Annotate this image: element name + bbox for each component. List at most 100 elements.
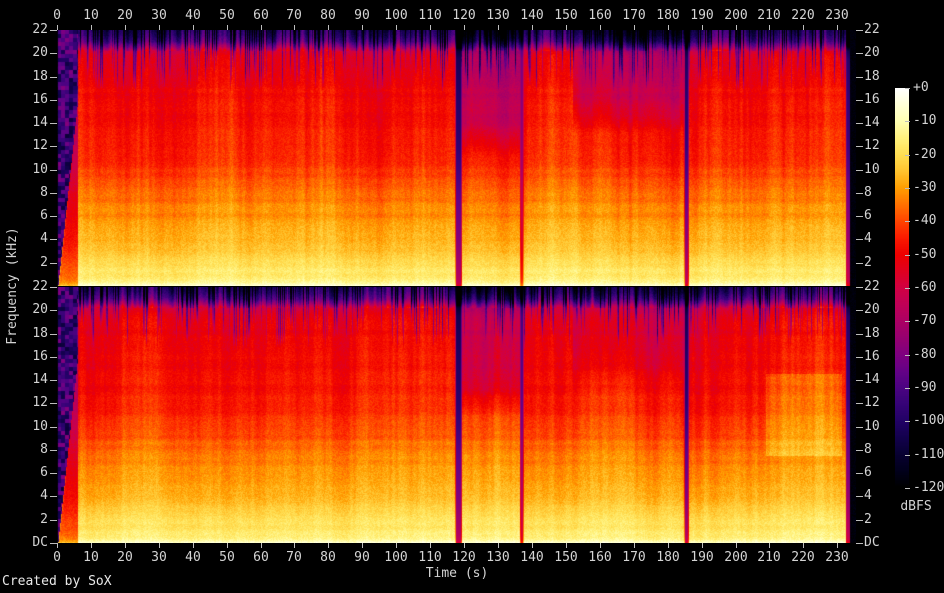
frequency-tick (50, 496, 57, 497)
frequency-tick (50, 216, 57, 217)
frequency-tick-label: 18 (864, 326, 880, 341)
time-tick (464, 25, 465, 30)
time-tick (736, 25, 737, 30)
time-tick-label: 170 (622, 8, 646, 23)
time-tick (362, 543, 363, 548)
time-tick (362, 25, 363, 30)
frequency-tick (50, 170, 57, 171)
time-tick-label: 80 (320, 550, 336, 565)
colorbar-tick-label: -50 (913, 247, 937, 262)
time-tick (600, 543, 601, 548)
time-tick (193, 543, 194, 548)
frequency-tick-label: 6 (864, 465, 872, 480)
frequency-tick (50, 77, 57, 78)
frequency-tick (856, 287, 863, 288)
frequency-tick (50, 53, 57, 54)
colorbar-tick (905, 321, 910, 322)
colorbar-tick-label: -80 (913, 347, 937, 362)
frequency-tick (50, 357, 57, 358)
frequency-tick-label: 10 (864, 162, 880, 177)
time-tick (125, 25, 126, 30)
time-tick-label: 90 (354, 8, 370, 23)
frequency-tick (856, 263, 863, 264)
time-tick-label: 130 (486, 8, 510, 23)
time-tick-label: 110 (418, 550, 442, 565)
time-tick-label: 100 (384, 8, 408, 23)
frequency-tick-label: 20 (32, 45, 48, 60)
time-tick (430, 543, 431, 548)
time-tick-label: 60 (253, 550, 269, 565)
colorbar-title: dBFS (900, 499, 932, 514)
time-tick-label: 210 (757, 550, 781, 565)
time-tick (498, 25, 499, 30)
frequency-tick (50, 450, 57, 451)
frequency-tick (50, 334, 57, 335)
time-tick-label: 170 (622, 550, 646, 565)
frequency-tick-label: 8 (864, 185, 872, 200)
frequency-tick (856, 100, 863, 101)
frequency-tick (856, 77, 863, 78)
time-tick (498, 543, 499, 548)
time-tick-label: 140 (520, 8, 544, 23)
time-tick-label: 20 (117, 8, 133, 23)
frequency-tick-label: 22 (32, 22, 48, 37)
time-tick-label: 0 (53, 8, 61, 23)
frequency-tick-label: 14 (32, 115, 48, 130)
time-tick-label: 80 (320, 8, 336, 23)
frequency-tick-label: 12 (32, 138, 48, 153)
colorbar-tick (905, 255, 910, 256)
frequency-tick (856, 216, 863, 217)
frequency-tick-label: 14 (864, 372, 880, 387)
frequency-tick (856, 473, 863, 474)
time-tick-label: 40 (185, 8, 201, 23)
time-tick (702, 25, 703, 30)
frequency-tick-label: 2 (40, 512, 48, 527)
time-tick (566, 543, 567, 548)
frequency-tick (50, 100, 57, 101)
colorbar-tick (905, 355, 910, 356)
frequency-tick (856, 357, 863, 358)
colorbar-tick-label: -100 (913, 413, 944, 428)
frequency-tick (50, 123, 57, 124)
time-tick (328, 25, 329, 30)
frequency-tick (856, 520, 863, 521)
time-axis-title: Time (s) (425, 566, 489, 581)
time-tick (159, 25, 160, 30)
spectrogram-channel-1 (57, 30, 856, 286)
time-tick-label: 50 (219, 550, 235, 565)
frequency-tick (50, 403, 57, 404)
frequency-tick (50, 239, 57, 240)
frequency-tick-label: 16 (32, 92, 48, 107)
time-tick (193, 25, 194, 30)
frequency-tick (856, 450, 863, 451)
time-tick-label: 140 (520, 550, 544, 565)
time-tick-label: 10 (83, 8, 99, 23)
time-tick (769, 543, 770, 548)
colorbar-tick-label: -30 (913, 180, 937, 195)
time-tick (396, 25, 397, 30)
frequency-tick-label: 18 (864, 69, 880, 84)
frequency-tick-label: 12 (864, 395, 880, 410)
frequency-tick (50, 520, 57, 521)
time-tick (837, 543, 838, 548)
time-tick-label: 90 (354, 550, 370, 565)
frequency-tick-label: 22 (864, 279, 880, 294)
frequency-tick (856, 334, 863, 335)
frequency-tick (50, 543, 57, 544)
time-tick (159, 543, 160, 548)
colorbar-tick-label: -40 (913, 213, 937, 228)
time-tick-label: 190 (690, 8, 714, 23)
colorbar-tick (905, 455, 910, 456)
frequency-tick (856, 170, 863, 171)
frequency-tick-label: 4 (40, 488, 48, 503)
time-tick (532, 25, 533, 30)
frequency-tick-label: 18 (32, 69, 48, 84)
frequency-tick-label: 12 (32, 395, 48, 410)
frequency-tick (50, 146, 57, 147)
colorbar-tick-label: +0 (913, 80, 929, 95)
frequency-tick (856, 496, 863, 497)
time-tick (396, 543, 397, 548)
frequency-tick-label: 20 (32, 302, 48, 317)
frequency-axis-title: Frequency (kHz) (5, 227, 20, 345)
frequency-tick-label: 10 (32, 419, 48, 434)
